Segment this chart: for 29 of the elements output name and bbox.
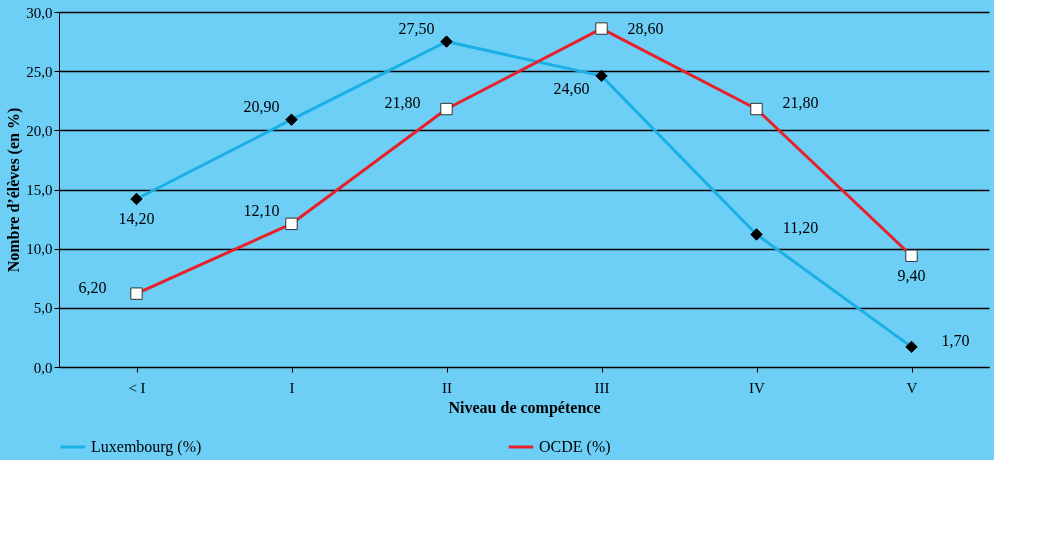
data-label: 24,60: [553, 79, 590, 97]
data-label: 27,50: [398, 19, 435, 37]
y-tick-label: 15,0: [26, 182, 53, 198]
y-tick-label: 30,0: [26, 4, 53, 21]
y-tick-label: 20,0: [26, 122, 53, 139]
data-label: 12,10: [243, 201, 280, 219]
data-label: 21,80: [384, 94, 421, 112]
y-tick-label: 10,0: [26, 241, 53, 258]
data-label: 6,20: [78, 278, 107, 296]
x-tick-label: I: [289, 379, 295, 396]
y-tick-label: 5,0: [33, 300, 53, 317]
data-label: 20,90: [243, 97, 280, 115]
x-axis-title: Niveau de compétence: [448, 398, 601, 417]
data-label: 14,20: [118, 209, 155, 227]
legend-label: Luxembourg (%): [91, 438, 202, 456]
y-axis-title: Nombre d’élèves (en %): [5, 107, 24, 273]
data-label: 21,80: [782, 94, 819, 112]
x-tick-label: < I: [128, 379, 146, 396]
x-tick-label: II: [442, 379, 452, 396]
data-label: 1,70: [941, 331, 970, 349]
y-tick-label: 0,0: [33, 359, 53, 376]
data-label: 9,40: [897, 266, 926, 284]
y-tick-label: 25,0: [26, 63, 53, 80]
legend-label: OCDE (%): [539, 438, 611, 456]
x-tick-label: V: [906, 379, 918, 396]
x-tick-label: III: [594, 379, 610, 396]
data-label: 28,60: [627, 19, 664, 37]
data-label: 11,20: [782, 219, 819, 237]
x-tick-label: IV: [749, 379, 766, 396]
